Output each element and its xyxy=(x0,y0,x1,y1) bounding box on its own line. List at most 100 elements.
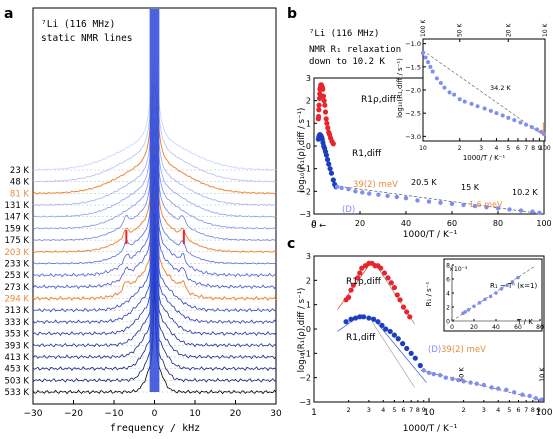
panel-b-inset-point xyxy=(452,92,457,97)
panel-b-point-r1rho xyxy=(316,107,322,113)
panel-b-inset: log₁₀(R₁,diff / s⁻¹) −1.0 −1.5 −2.0 −2.5 −3.… xyxy=(396,19,551,162)
panel-b-inset-point xyxy=(426,60,431,65)
panel-b-point-r1rho xyxy=(322,109,329,115)
panel-a-title-line1: ⁷Li (116 MHz) xyxy=(41,19,115,30)
panel-c-x-tick-label: 10 xyxy=(423,408,435,418)
panel-b-point-d xyxy=(394,194,399,200)
temperature-label: 131 K xyxy=(5,201,30,211)
panel-c-point-r1rho xyxy=(359,265,365,271)
panel-b-y-tick-label: −2 xyxy=(299,187,311,196)
panel-c-point-r1 xyxy=(383,326,389,332)
panel-b-temp3: 10.2 K xyxy=(512,188,538,197)
panel-b-y-tick-label: 3 xyxy=(306,74,311,83)
panel-c-plot xyxy=(337,260,545,402)
panel-c-point-r1rho xyxy=(348,287,354,293)
panel-c-top-tick-label: 10 K xyxy=(538,367,546,382)
panel-b-point-d xyxy=(507,207,512,212)
panel-b-point-r1 xyxy=(324,157,331,163)
panel-c-point-d xyxy=(533,396,539,401)
temperature-label: 533 K xyxy=(5,388,30,398)
panel-b-inset-point xyxy=(447,90,452,95)
panel-c-point-r1rho xyxy=(381,270,388,276)
panel-b-inset-point xyxy=(512,118,517,123)
panel-c-label: c xyxy=(287,236,295,252)
temperature-label: 353 K xyxy=(5,330,30,340)
temperature-label: 203 K xyxy=(5,248,30,258)
panel-c-point-r1rho xyxy=(404,309,410,315)
panel-b-point-d xyxy=(385,193,390,199)
panel-b-x-label: 1000/T / K⁻¹ xyxy=(403,230,458,240)
panel-c-inset-point xyxy=(466,308,471,312)
panel-c-point-r1rho xyxy=(350,282,356,288)
panel-a-x-label: frequency / kHz xyxy=(110,423,200,434)
panel-b-inset-x-tick-label: 10 xyxy=(419,145,427,152)
panel-b-y-ticks: 3 2 1 0 −1 −2 −3 xyxy=(299,74,317,219)
panel-c-point-d xyxy=(431,371,436,377)
panel-c-inset-y-tick-label: 8 xyxy=(446,263,450,270)
temperature-label: 175 K xyxy=(5,236,30,246)
temperature-label: 147 K xyxy=(5,213,30,223)
panel-b-point-d xyxy=(353,189,358,194)
panel-c-inset-y-tick-label: 2 xyxy=(446,305,450,312)
panel-b-inset-point xyxy=(535,127,540,132)
panel-c-y-tick-label: 3 xyxy=(306,252,311,261)
panel-c-inset-point xyxy=(499,287,504,291)
panel-c-point-r1 xyxy=(348,316,354,322)
panel-c-inset-y-tick-label: 0 xyxy=(446,319,450,326)
panel-c-point-r1 xyxy=(379,322,385,328)
panel-c-point-r1 xyxy=(417,362,423,369)
panel-b-inset-top-ticks: 100 K 50 K 20 K 10 K xyxy=(420,19,549,42)
temperature-label: 253 K xyxy=(5,271,30,281)
panel-b-inset-y-tick-label: −2.0 xyxy=(405,87,421,95)
panel-c-point-r1rho xyxy=(346,294,352,300)
panel-c-point-d xyxy=(481,382,487,388)
panel-b-inset-x-tick-label: 100 xyxy=(539,145,551,152)
panel-c-point-r1 xyxy=(375,319,381,325)
panel-b-inset-x-tick-label: 9 xyxy=(538,145,542,152)
panel-b-point-d xyxy=(376,192,381,197)
panel-c-point-d xyxy=(496,386,501,391)
panel-b-inset-point xyxy=(434,76,439,81)
panel-a: a ⁷Li (116 MHz) static NMR lines 23 K 48 … xyxy=(4,6,282,434)
panel-c-ea-label: 39(2) meV xyxy=(441,345,486,355)
panel-b-point-d xyxy=(339,185,344,191)
panel-c-r1-label: R1,diff xyxy=(346,333,376,343)
panel-b-inset-point xyxy=(469,101,474,106)
panel-b-point-d xyxy=(360,190,365,195)
panel-b-point-r1rho xyxy=(316,95,323,101)
panel-c-x-tick-label: 6 xyxy=(401,406,405,414)
panel-b-temp2: 15 K xyxy=(461,183,480,192)
temperature-label: 503 K xyxy=(5,376,30,386)
panel-c-inset-x-tick-label: 0 xyxy=(450,324,454,331)
panel-b-inset-point xyxy=(457,97,462,102)
panel-c-point-r1 xyxy=(408,350,414,356)
panel-b-r1-label: R1,diff xyxy=(352,149,382,159)
panel-c-fit-gray xyxy=(371,321,415,388)
panel-b-inset-x-label: 1000/T / K⁻¹ xyxy=(463,154,506,162)
panel-c-y-tick-label: −3 xyxy=(299,398,311,407)
panel-c-point-d xyxy=(443,375,449,380)
panel-b-point-d xyxy=(346,186,351,192)
panel-b-inset-y-tick-label: −3.0 xyxy=(405,133,421,141)
panel-b-inset-top-tick-label: 20 K xyxy=(505,22,512,37)
panel-b-inset-x-tick-label: 8 xyxy=(531,145,535,152)
panel-c-point-d xyxy=(461,379,466,384)
temperature-label: 233 K xyxy=(5,259,30,269)
panel-b-point-d xyxy=(426,199,432,204)
panel-c-x-tick-label: 4 xyxy=(381,406,385,414)
panel-c-x-tick-label: 1 xyxy=(311,408,317,418)
panel-c-inset-point xyxy=(483,297,487,302)
panel-b-temp1: 20.5 K xyxy=(411,178,437,187)
panel-b-y-tick-label: −3 xyxy=(299,210,311,219)
spectra-group xyxy=(32,9,277,395)
panel-c-x-tick-label: 4 xyxy=(496,406,500,414)
panel-a-x-tick-label: 10 xyxy=(189,409,201,419)
panel-b-title-line3: down to 10.2 K xyxy=(309,57,385,67)
panel-b-point-d xyxy=(484,205,489,210)
panel-b-inset-point xyxy=(541,132,546,137)
panel-c-point-d xyxy=(474,381,479,386)
panel-c-point-r1rho xyxy=(357,270,363,276)
panel-c-point-d xyxy=(511,390,517,395)
panel-c-inset-point xyxy=(488,294,493,299)
